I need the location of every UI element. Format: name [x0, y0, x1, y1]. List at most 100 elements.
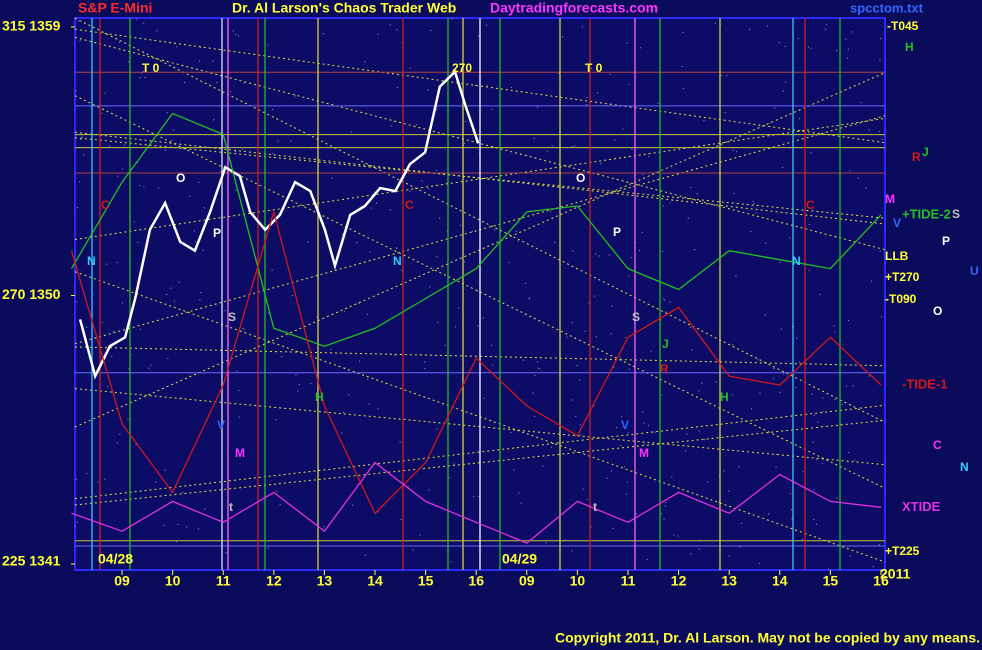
- star: [310, 382, 312, 384]
- star: [315, 157, 317, 160]
- x-tick-label: 16: [873, 573, 889, 589]
- star: [400, 518, 402, 520]
- star: [229, 91, 232, 93]
- star: [802, 471, 804, 473]
- star: [868, 129, 870, 131]
- star: [663, 298, 665, 300]
- star: [860, 102, 862, 104]
- right-label: M: [885, 192, 895, 206]
- x-tick-label: 11: [216, 573, 231, 589]
- star: [395, 247, 398, 249]
- star: [532, 392, 534, 394]
- annotation: J: [662, 337, 669, 351]
- star: [155, 481, 157, 483]
- star: [833, 325, 835, 327]
- annotation: N: [792, 254, 801, 268]
- star: [834, 399, 836, 401]
- star: [584, 330, 586, 332]
- star: [202, 249, 204, 251]
- star: [107, 386, 109, 388]
- annotation: S: [228, 310, 236, 324]
- star: [576, 364, 578, 367]
- star: [375, 202, 378, 204]
- star: [635, 513, 637, 515]
- star: [164, 149, 167, 151]
- annotation: t: [229, 500, 233, 514]
- star: [135, 18, 138, 20]
- star: [698, 327, 700, 329]
- star: [539, 368, 541, 370]
- star: [631, 148, 633, 151]
- star: [366, 313, 368, 315]
- annotation: T 0: [585, 61, 603, 75]
- star: [759, 392, 761, 394]
- star: [852, 385, 854, 387]
- star: [865, 187, 867, 189]
- star: [352, 504, 354, 506]
- star: [394, 354, 396, 356]
- star: [774, 107, 776, 109]
- star: [364, 61, 366, 63]
- star: [534, 374, 536, 377]
- star: [510, 86, 513, 89]
- star: [116, 442, 118, 444]
- star: [767, 513, 770, 515]
- series-label: -TIDE-1: [902, 376, 948, 391]
- y-tick-label: 225 1341: [2, 553, 61, 569]
- star: [808, 270, 810, 272]
- star: [111, 355, 113, 358]
- annotation: V: [217, 418, 225, 432]
- star: [753, 203, 755, 205]
- star: [660, 513, 663, 515]
- star: [437, 321, 439, 324]
- star: [661, 394, 663, 396]
- star: [643, 422, 645, 424]
- star: [796, 337, 798, 339]
- star: [797, 37, 799, 40]
- star: [268, 312, 270, 314]
- star: [881, 138, 883, 141]
- star: [534, 415, 536, 418]
- star: [590, 67, 593, 69]
- star: [137, 241, 139, 244]
- star: [735, 150, 738, 153]
- star: [595, 253, 597, 255]
- star: [698, 548, 700, 550]
- star: [267, 44, 269, 46]
- star: [701, 382, 703, 384]
- right-label: P: [942, 234, 950, 248]
- star: [184, 82, 186, 84]
- star: [180, 397, 182, 399]
- star: [847, 48, 849, 50]
- star: [751, 408, 753, 410]
- star: [571, 550, 573, 552]
- star: [752, 200, 754, 203]
- star: [782, 90, 784, 92]
- star: [474, 84, 477, 86]
- star: [732, 343, 734, 346]
- star: [409, 190, 411, 193]
- star: [508, 261, 510, 264]
- star: [846, 57, 849, 59]
- star: [810, 47, 812, 49]
- star: [97, 481, 99, 483]
- star: [80, 138, 82, 140]
- star: [127, 418, 129, 420]
- star: [691, 349, 693, 351]
- star: [748, 28, 751, 30]
- star: [654, 431, 656, 433]
- star: [135, 444, 137, 446]
- star: [123, 144, 126, 146]
- star: [490, 344, 493, 347]
- star: [323, 525, 325, 527]
- star: [242, 148, 244, 151]
- star: [610, 333, 612, 335]
- star: [118, 41, 121, 44]
- star: [396, 86, 399, 88]
- star: [104, 478, 106, 480]
- star: [848, 451, 850, 454]
- star: [726, 75, 728, 77]
- star: [399, 441, 401, 443]
- star: [735, 275, 737, 277]
- star: [272, 108, 274, 110]
